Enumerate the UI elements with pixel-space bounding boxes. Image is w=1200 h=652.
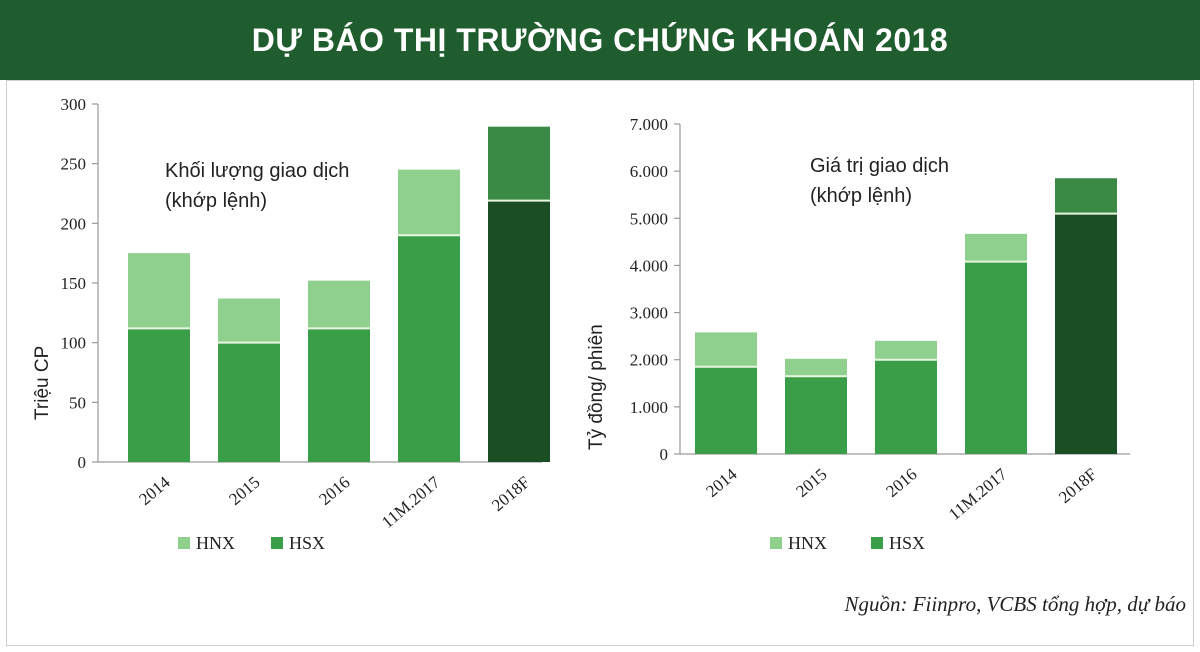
- chart2-bar-hnx-11M.2017: [965, 233, 1027, 262]
- page-title: DỰ BÁO THỊ TRƯỜNG CHỨNG KHOÁN 2018: [251, 21, 949, 58]
- chart2-title-line: Giá trị giao dịch: [810, 155, 949, 177]
- chart2-x-tick-label: 2016: [882, 465, 920, 501]
- chart2-bar-hsx-11M.2017: [965, 261, 1027, 454]
- chart1-bar-hsx-11M.2017: [398, 235, 460, 462]
- chart1-y-tick-label: 150: [61, 274, 87, 293]
- chart2-bar-hsx-2015: [785, 376, 847, 454]
- chart1-y-tick-label: 100: [61, 334, 87, 353]
- chart1-y-axis-label: Triệu CP: [32, 346, 53, 420]
- chart2-y-tick-label: 3.000: [630, 304, 668, 323]
- chart2-legend-swatch-hnx: [770, 537, 782, 549]
- chart2-y-tick-label: 2.000: [630, 351, 668, 370]
- chart2-title-line: (khớp lệnh): [810, 185, 912, 207]
- chart1-legend-swatch-hnx: [178, 537, 190, 549]
- chart2-x-tick-label: 2018F: [1055, 465, 1101, 507]
- chart2-legend-label-hsx: HSX: [889, 533, 925, 553]
- chart1-bar-hnx-11M.2017: [398, 169, 460, 236]
- chart1-bar-hnx-2014: [128, 253, 190, 329]
- chart2-x-tick-label: 2014: [702, 464, 741, 501]
- chart1-legend-label-hnx: HNX: [196, 533, 235, 553]
- chart1-y-tick-label: 50: [69, 393, 86, 412]
- chart2-legend-swatch-hsx: [871, 537, 883, 549]
- chart2-bar-hnx-2016: [875, 340, 937, 360]
- chart1-bar-hnx-2015: [218, 298, 280, 343]
- chart1-title-line: Khối lượng giao dịch: [165, 160, 349, 182]
- chart1-bar-hsx-2015: [218, 342, 280, 462]
- chart1-bar-hsx-2018F: [488, 200, 550, 462]
- chart1-title-line: (khớp lệnh): [165, 190, 267, 212]
- chart1-bar-hsx-2014: [128, 328, 190, 462]
- chart2-bar-hnx-2018F: [1055, 178, 1117, 214]
- chart1-x-tick-label: 2014: [135, 472, 174, 509]
- chart1-bar-hsx-2016: [308, 328, 370, 462]
- chart2-y-axis-label: Tỷ đồng/ phiên: [586, 324, 607, 450]
- chart1-y-tick-label: 0: [78, 453, 87, 472]
- title-banner: DỰ BÁO THỊ TRƯỜNG CHỨNG KHOÁN 2018: [0, 0, 1200, 80]
- chart1-x-tick-label: 11M.2017: [378, 472, 444, 532]
- chart2-bar-hsx-2016: [875, 359, 937, 454]
- source-note: Nguồn: Fiinpro, VCBS tổng hợp, dự báo: [844, 592, 1186, 616]
- chart1-y-tick-label: 300: [61, 95, 87, 114]
- chart1-y-tick-label: 200: [61, 214, 87, 233]
- chart2-y-tick-label: 5.000: [630, 209, 668, 228]
- chart2-y-tick-label: 0: [660, 445, 669, 464]
- chart2-y-tick-label: 7.000: [630, 115, 668, 134]
- chart1-y-tick-label: 250: [61, 155, 87, 174]
- chart2-y-tick-label: 1.000: [630, 398, 668, 417]
- chart1-x-tick-label: 2016: [315, 473, 353, 509]
- chart1-x-tick-label: 2015: [225, 473, 263, 509]
- chart2-bar-hsx-2018F: [1055, 213, 1117, 454]
- chart2-legend-label-hnx: HNX: [788, 533, 827, 553]
- chart1-legend-swatch-hsx: [271, 537, 283, 549]
- chart2-bar-hnx-2015: [785, 358, 847, 377]
- chart2-y-tick-label: 6.000: [630, 162, 668, 181]
- chart1-bar-hnx-2016: [308, 280, 370, 329]
- chart1-x-tick-label: 2018F: [488, 473, 534, 515]
- chart2-bar-hsx-2014: [695, 366, 757, 454]
- chart2-x-tick-label: 11M.2017: [945, 464, 1011, 524]
- chart1-legend-label-hsx: HSX: [289, 533, 325, 553]
- chart1-bar-hnx-2018F: [488, 126, 550, 201]
- chart2-y-tick-label: 4.000: [630, 256, 668, 275]
- chart2-bar-hnx-2014: [695, 332, 757, 367]
- chart2-x-tick-label: 2015: [792, 465, 830, 501]
